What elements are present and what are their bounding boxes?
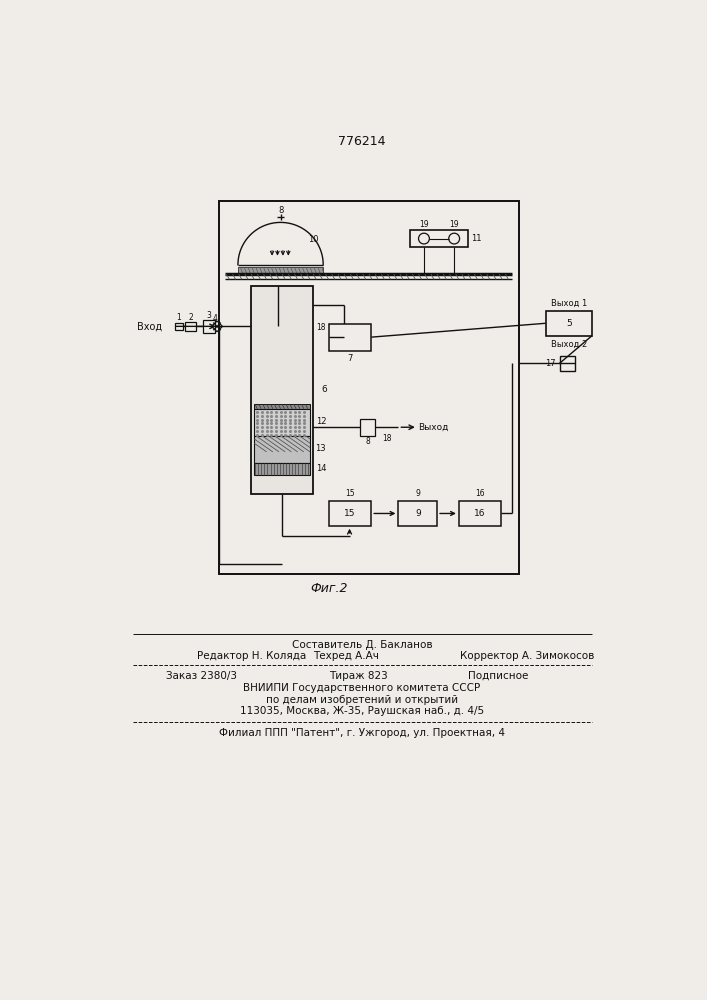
Bar: [255, 436, 310, 463]
Text: 16: 16: [475, 489, 484, 498]
Text: Составитель Д. Бакланов: Составитель Д. Бакланов: [292, 640, 432, 650]
Text: 5: 5: [566, 319, 572, 328]
Text: 4: 4: [213, 314, 218, 323]
Text: Вход: Вход: [137, 321, 162, 331]
Text: 10: 10: [308, 235, 318, 244]
Text: по делам изобретений и открытий: по делам изобретений и открытий: [266, 695, 458, 705]
Bar: [329, 501, 371, 526]
Text: 3: 3: [207, 311, 211, 320]
Text: Тираж 823: Тираж 823: [329, 671, 387, 681]
Text: Выход 1: Выход 1: [551, 299, 587, 308]
Text: 13: 13: [315, 444, 326, 453]
Text: 15: 15: [344, 509, 356, 518]
Text: 113035, Москва, Ж-35, Раушская наб., д. 4/5: 113035, Москва, Ж-35, Раушская наб., д. …: [240, 706, 484, 716]
Text: Выход 2: Выход 2: [551, 340, 587, 349]
Bar: [360, 419, 375, 436]
Text: Филиал ППП "Патент", г. Ужгород, ул. Проектная, 4: Филиал ППП "Патент", г. Ужгород, ул. Про…: [219, 728, 505, 738]
Text: 15: 15: [345, 489, 354, 498]
Text: 776214: 776214: [338, 135, 386, 148]
Text: 2: 2: [188, 313, 193, 322]
Bar: [559, 356, 575, 371]
Text: Редактор Н. Коляда: Редактор Н. Коляда: [197, 651, 306, 661]
Bar: [255, 463, 310, 475]
Bar: [238, 267, 323, 273]
Bar: [398, 501, 437, 526]
Text: 8: 8: [365, 437, 370, 446]
Text: 19: 19: [450, 220, 459, 229]
Text: 6: 6: [322, 385, 327, 394]
Bar: [203, 320, 216, 333]
Text: 1: 1: [177, 313, 182, 322]
Text: 16: 16: [474, 509, 486, 518]
Text: 18: 18: [382, 434, 392, 443]
Text: Подписное: Подписное: [468, 671, 529, 681]
Bar: [251, 286, 313, 494]
Text: ВНИИПИ Государственного комитета СССР: ВНИИПИ Государственного комитета СССР: [243, 683, 481, 693]
Text: Техред А.Ач: Техред А.Ач: [313, 651, 379, 661]
Text: 9: 9: [415, 509, 421, 518]
Text: Выход: Выход: [418, 423, 448, 432]
Text: 19: 19: [419, 220, 428, 229]
Text: 18: 18: [316, 323, 326, 332]
Bar: [175, 323, 183, 330]
Text: Заказ 2380/3: Заказ 2380/3: [166, 671, 237, 681]
Text: 7: 7: [347, 354, 352, 363]
Text: 8: 8: [278, 206, 284, 215]
Bar: [255, 409, 310, 436]
Text: 12: 12: [315, 417, 326, 426]
Text: Корректор А. Зимокосов: Корректор А. Зимокосов: [460, 651, 595, 661]
Text: 9: 9: [415, 489, 420, 498]
Text: 17: 17: [545, 359, 556, 368]
Text: 14: 14: [315, 464, 326, 473]
Bar: [459, 501, 501, 526]
Bar: [546, 311, 592, 336]
Bar: [410, 230, 468, 247]
Bar: [185, 322, 196, 331]
Text: 11: 11: [471, 234, 481, 243]
Bar: [255, 404, 310, 409]
Text: Фиг.2: Фиг.2: [310, 582, 347, 595]
Bar: [218, 201, 518, 574]
Bar: [329, 324, 371, 351]
